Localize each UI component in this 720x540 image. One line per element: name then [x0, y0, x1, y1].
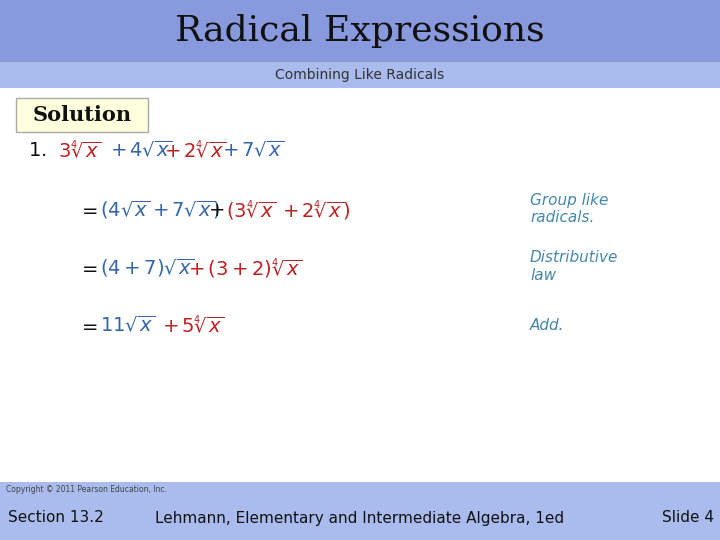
- FancyBboxPatch shape: [0, 0, 720, 62]
- Text: Group like: Group like: [530, 192, 608, 207]
- Text: $+\,2\sqrt[4]{x}$: $+\,2\sqrt[4]{x}$: [164, 139, 227, 161]
- Text: $11\sqrt{x}$: $11\sqrt{x}$: [100, 315, 156, 335]
- Text: $=$: $=$: [78, 259, 98, 278]
- Text: $3\sqrt[4]{x}$: $3\sqrt[4]{x}$: [58, 139, 101, 161]
- Text: Lehmann, Elementary and Intermediate Algebra, 1ed: Lehmann, Elementary and Intermediate Alg…: [156, 510, 564, 525]
- Text: $+\,7\sqrt{x}$: $+\,7\sqrt{x}$: [222, 140, 284, 160]
- Text: $+\,2\sqrt[4]{x})$: $+\,2\sqrt[4]{x})$: [282, 198, 351, 222]
- FancyBboxPatch shape: [0, 62, 720, 88]
- Text: $1.$: $1.$: [28, 140, 47, 159]
- Text: Add.: Add.: [530, 318, 564, 333]
- Text: Slide 4: Slide 4: [662, 510, 714, 525]
- FancyBboxPatch shape: [0, 88, 720, 482]
- Text: $(4\sqrt{x}$: $(4\sqrt{x}$: [100, 199, 151, 221]
- FancyBboxPatch shape: [0, 482, 720, 540]
- Text: $(4+7)\sqrt{x}$: $(4+7)\sqrt{x}$: [100, 257, 195, 279]
- Text: Distributive: Distributive: [530, 251, 618, 266]
- Text: $+\,(3+2)\sqrt[4]{x}$: $+\,(3+2)\sqrt[4]{x}$: [188, 256, 302, 280]
- Text: Solution: Solution: [32, 105, 132, 125]
- Text: Radical Expressions: Radical Expressions: [175, 14, 545, 48]
- Text: $=$: $=$: [78, 315, 98, 334]
- Text: $+$: $+$: [208, 200, 225, 219]
- Text: $+\,5\sqrt[4]{x}$: $+\,5\sqrt[4]{x}$: [162, 314, 225, 336]
- Text: Combining Like Radicals: Combining Like Radicals: [275, 68, 445, 82]
- Text: $+\,7\sqrt{x})$: $+\,7\sqrt{x})$: [152, 199, 221, 221]
- Text: $+\,4\sqrt{x}$: $+\,4\sqrt{x}$: [110, 140, 173, 160]
- Text: radicals.: radicals.: [530, 211, 595, 226]
- FancyBboxPatch shape: [16, 98, 148, 132]
- Text: Copyright © 2011 Pearson Education, Inc.: Copyright © 2011 Pearson Education, Inc.: [6, 485, 167, 494]
- Text: law: law: [530, 268, 556, 284]
- Text: Section 13.2: Section 13.2: [8, 510, 104, 525]
- Text: $=$: $=$: [78, 200, 98, 219]
- Text: $(3\sqrt[4]{x}$: $(3\sqrt[4]{x}$: [226, 198, 276, 222]
